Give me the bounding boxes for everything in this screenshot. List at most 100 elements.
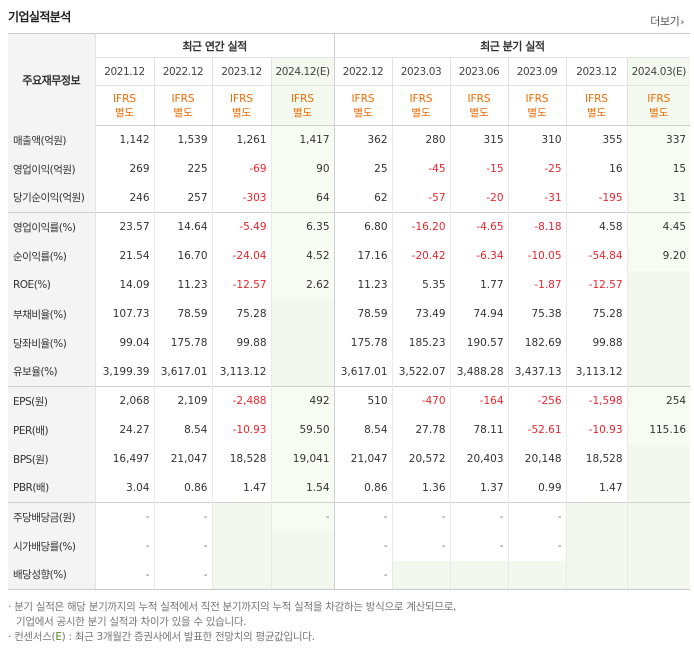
table-cell: 182.69 — [507, 328, 567, 358]
table-cell: 78.11 — [449, 415, 509, 445]
table-cell: 75.28 — [565, 299, 628, 329]
table-cell — [391, 560, 451, 590]
table-cell: - — [391, 531, 451, 561]
table-cell: 4.52 — [270, 241, 335, 271]
period-header: 2023.09 — [507, 57, 567, 86]
standard-bottom: 별도 — [411, 106, 431, 119]
table-cell: 78.59 — [153, 299, 212, 329]
row-label: 영업이익률(%) — [8, 212, 96, 242]
accounting-standard: IFRS 별도 — [211, 85, 271, 126]
accounting-standard: IFRS 별도 — [565, 85, 628, 126]
footnote-2-prefix: · 컨센서스( — [8, 631, 56, 643]
table-cell: 1.54 — [270, 473, 335, 503]
table-cell: 257 — [153, 183, 212, 213]
more-label[interactable]: 더보기 — [650, 15, 680, 28]
table-cell: 1,142 — [94, 125, 154, 155]
table-cell: 337 — [626, 125, 691, 155]
table-cell: -5.49 — [211, 212, 271, 242]
table-cell: 21.54 — [94, 241, 154, 271]
table-row: 당좌비율(%) 99.04 175.78 99.88 175.78 185.23 190.5… — [8, 328, 691, 358]
table-cell: -16.20 — [391, 212, 451, 242]
table-cell: -10.93 — [565, 415, 628, 445]
table-cell: 14.64 — [153, 212, 212, 242]
footnote-2-suffix: ) : 최근 3개월간 증권사에서 발표한 전망치의 평균값입니다. — [61, 631, 315, 643]
table-cell: 11.23 — [153, 270, 212, 300]
table-cell: 269 — [94, 154, 154, 184]
table-cell: 190.57 — [449, 328, 509, 358]
table-row: 주당배당금(원) - - - - - - - — [8, 502, 691, 532]
table-cell — [449, 560, 509, 590]
table-row: EPS(원) 2,068 2,109 -2,488 492 510 -470 -164 -256… — [8, 386, 691, 416]
table-cell: -20 — [449, 183, 509, 213]
table-cell: - — [333, 502, 393, 532]
table-cell: -25 — [507, 154, 567, 184]
table-cell: 2,109 — [153, 386, 212, 416]
table-row: 부채비율(%) 107.73 78.59 75.28 78.59 73.49 74.94 75… — [8, 299, 691, 329]
table-cell — [565, 560, 628, 590]
table-cell: 90 — [270, 154, 335, 184]
table-cell: 20,148 — [507, 444, 567, 474]
table-cell: 3,522.07 — [391, 357, 451, 387]
accounting-standard: IFRS 별도 — [333, 85, 393, 126]
row-label: PER(배) — [8, 415, 96, 445]
table-row: 매출액(억원) 1,142 1,539 1,261 1,417 362 280 315 310 3… — [8, 125, 691, 155]
table-cell: 2.62 — [270, 270, 335, 300]
table-cell: 0.99 — [507, 473, 567, 503]
standard-top: IFRS — [525, 92, 549, 105]
estimate-mark: E — [55, 631, 62, 643]
table-cell: - — [333, 531, 393, 561]
table-cell: -10.05 — [507, 241, 567, 271]
table-cell: 0.86 — [153, 473, 212, 503]
table-cell: -52.61 — [507, 415, 567, 445]
table-cell: 9.20 — [626, 241, 691, 271]
table-cell — [626, 560, 691, 590]
row-label: 유보율(%) — [8, 357, 96, 387]
table-cell — [270, 560, 335, 590]
table-cell — [211, 531, 271, 561]
standard-top: IFRS — [171, 92, 195, 105]
table-cell — [211, 502, 271, 532]
table-cell: 3,437.13 — [507, 357, 567, 387]
row-label: 배당성향(%) — [8, 560, 96, 590]
table-cell: -54.84 — [565, 241, 628, 271]
section-title: 기업실적분석 — [8, 10, 71, 24]
annual-group-header: 최근 연간 실적 — [95, 33, 335, 58]
table-cell: 175.78 — [333, 328, 393, 358]
table-cell: 246 — [94, 183, 154, 213]
table-cell: -31 — [507, 183, 567, 213]
table-cell: - — [153, 531, 212, 561]
more-link[interactable]: 더보기› — [650, 13, 684, 29]
table-row: 유보율(%) 3,199.39 3,617.01 3,113.12 3,617.01 3,… — [8, 357, 691, 387]
table-cell — [626, 473, 691, 503]
table-cell: 16.70 — [153, 241, 212, 271]
table-row: 시가배당률(%) - - - - - - — [8, 531, 691, 561]
accounting-standard: IFRS 별도 — [626, 85, 691, 126]
table-cell: - — [153, 560, 212, 590]
table-cell: 254 — [626, 386, 691, 416]
table-cell: 25 — [333, 154, 393, 184]
chevron-right-icon: › — [680, 17, 684, 28]
table-cell — [565, 531, 628, 561]
table-cell: 78.59 — [333, 299, 393, 329]
table-cell: -256 — [507, 386, 567, 416]
table-cell: 20,403 — [449, 444, 509, 474]
table-cell: - — [94, 502, 154, 532]
table-cell: -15 — [449, 154, 509, 184]
table-cell: -20.42 — [391, 241, 451, 271]
table-cell: - — [270, 502, 335, 532]
accounting-standard: IFRS 별도 — [507, 85, 567, 126]
table-cell: 31 — [626, 183, 691, 213]
table-cell: 3,113.12 — [565, 357, 628, 387]
table-cell: 185.23 — [391, 328, 451, 358]
table-row: BPS(원) 16,497 21,047 18,528 19,041 21,047 20,5… — [8, 444, 691, 474]
table-cell: 18,528 — [565, 444, 628, 474]
table-cell: -470 — [391, 386, 451, 416]
row-label: BPS(원) — [8, 444, 96, 474]
table-cell: 3,488.28 — [449, 357, 509, 387]
table-cell: -69 — [211, 154, 271, 184]
table-cell — [626, 299, 691, 329]
period-header: 2023.12 — [211, 57, 271, 86]
row-label: 당기순이익(억원) — [8, 183, 96, 213]
table-cell — [270, 531, 335, 561]
table-cell: - — [391, 502, 451, 532]
